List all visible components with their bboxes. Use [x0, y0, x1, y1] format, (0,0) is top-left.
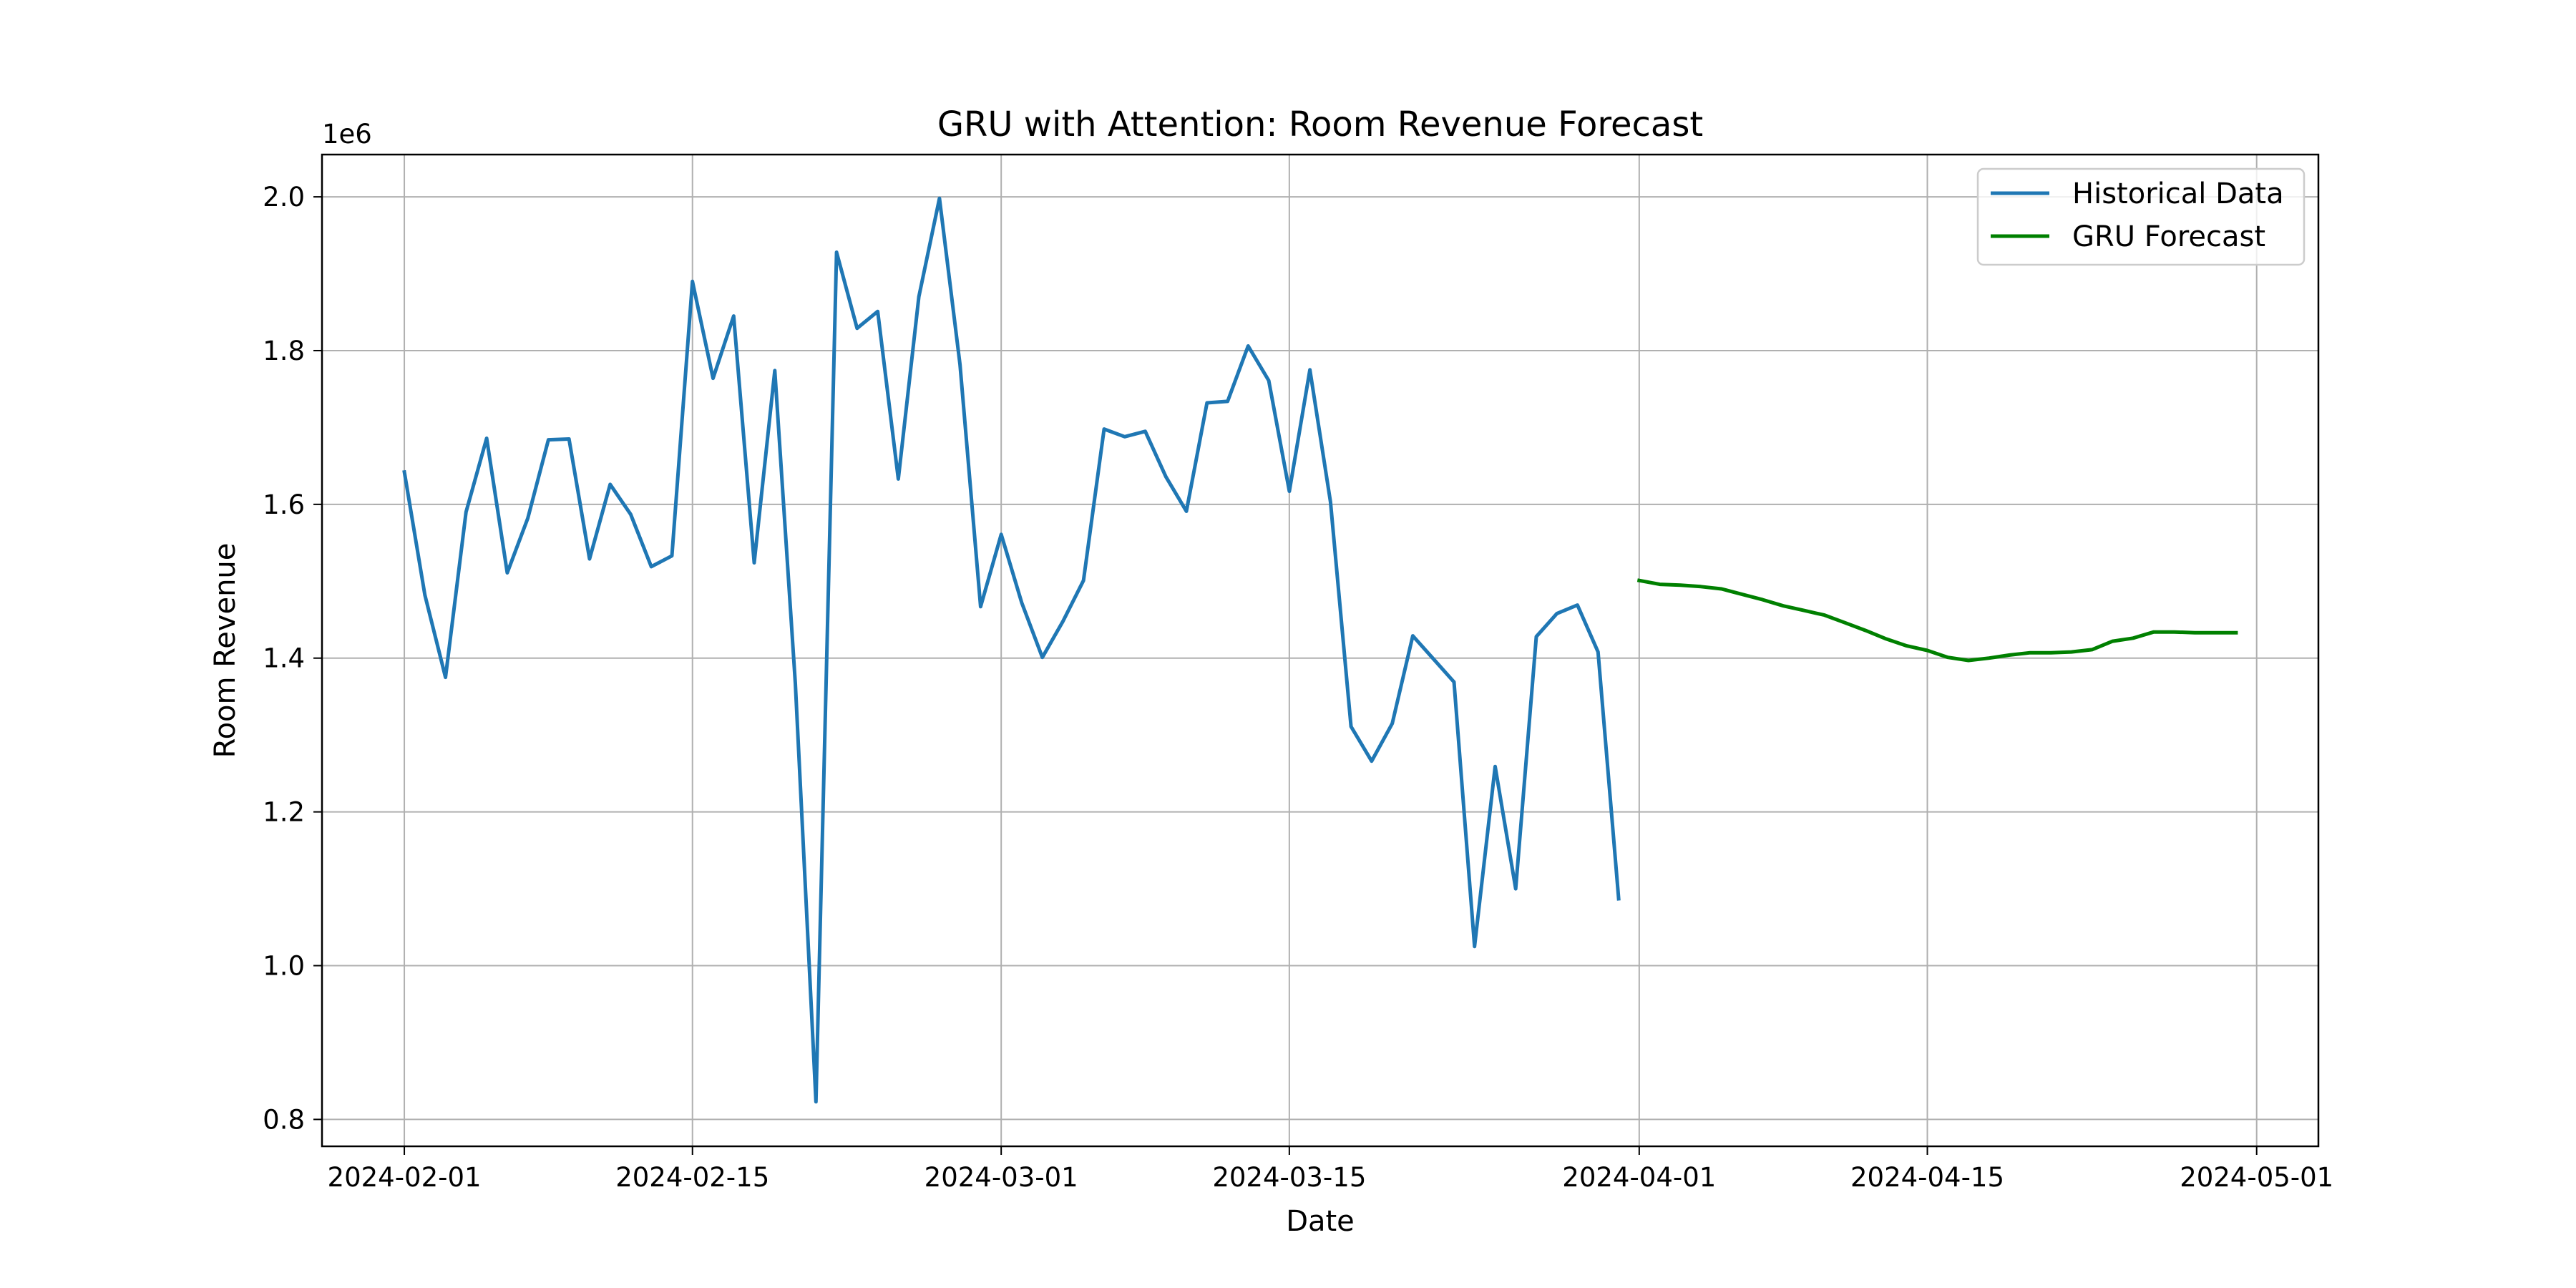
historical-data-line — [402, 196, 1621, 1104]
y-tick-label: 1.4 — [263, 643, 305, 674]
x-tick-label: 2024-05-01 — [2180, 1162, 2333, 1193]
legend-box — [1976, 167, 2306, 266]
chart-title: GRU with Attention: Room Revenue Forecas… — [937, 104, 1703, 145]
gru-forecast-line — [1636, 578, 2238, 663]
y-axis: 0.8 1.0 1.2 1.4 1.6 1.8 2.0 — [263, 182, 322, 1135]
legend-label-historical: Historical Data — [2072, 177, 2284, 210]
legend-label-forecast: GRU Forecast — [2072, 220, 2265, 253]
y-tick-label: 1.0 — [263, 951, 305, 982]
series-layer — [402, 196, 2238, 1104]
y-tick-label: 0.8 — [263, 1104, 305, 1135]
x-tick-label: 2024-03-01 — [924, 1162, 1078, 1193]
x-axis-title: Date — [1286, 1205, 1355, 1238]
plot-frame — [321, 153, 2320, 1148]
y-offset-label: 1e6 — [322, 119, 372, 150]
x-axis: 2024-02-01 2024-02-15 2024-03-01 2024-03-15… — [328, 1146, 2333, 1193]
y-tick-label: 1.6 — [263, 489, 305, 520]
x-tick-label: 2024-03-15 — [1212, 1162, 1366, 1193]
legend: Historical Data GRU Forecast — [1976, 167, 2306, 266]
x-tick-label: 2024-02-01 — [328, 1162, 482, 1193]
y-tick-label: 2.0 — [263, 182, 305, 213]
y-tick-label: 1.2 — [263, 797, 305, 828]
x-tick-label: 2024-04-15 — [1850, 1162, 2004, 1193]
y-tick-label: 1.8 — [263, 336, 305, 366]
y-axis-title: Room Revenue — [209, 543, 242, 758]
x-tick-label: 2024-02-15 — [615, 1162, 769, 1193]
x-tick-label: 2024-04-01 — [1562, 1162, 1716, 1193]
